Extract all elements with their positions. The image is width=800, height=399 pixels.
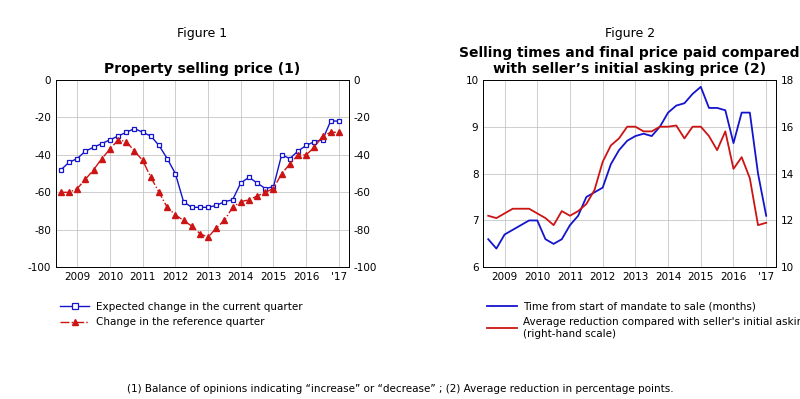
Title: Selling times and final price paid compared
with seller’s initial asking price (: Selling times and final price paid compa… [459, 45, 800, 76]
Legend: Time from start of mandate to sale (months), Average reduction compared with sel: Time from start of mandate to sale (mont… [483, 297, 800, 343]
Text: Figure 2: Figure 2 [605, 27, 654, 40]
Title: Property selling price (1): Property selling price (1) [104, 62, 301, 76]
Text: Figure 1: Figure 1 [178, 27, 227, 40]
Legend: Expected change in the current quarter, Change in the reference quarter: Expected change in the current quarter, … [56, 297, 306, 332]
Text: (1) Balance of opinions indicating “increase” or “decrease” ; (2) Average reduct: (1) Balance of opinions indicating “incr… [126, 384, 674, 394]
